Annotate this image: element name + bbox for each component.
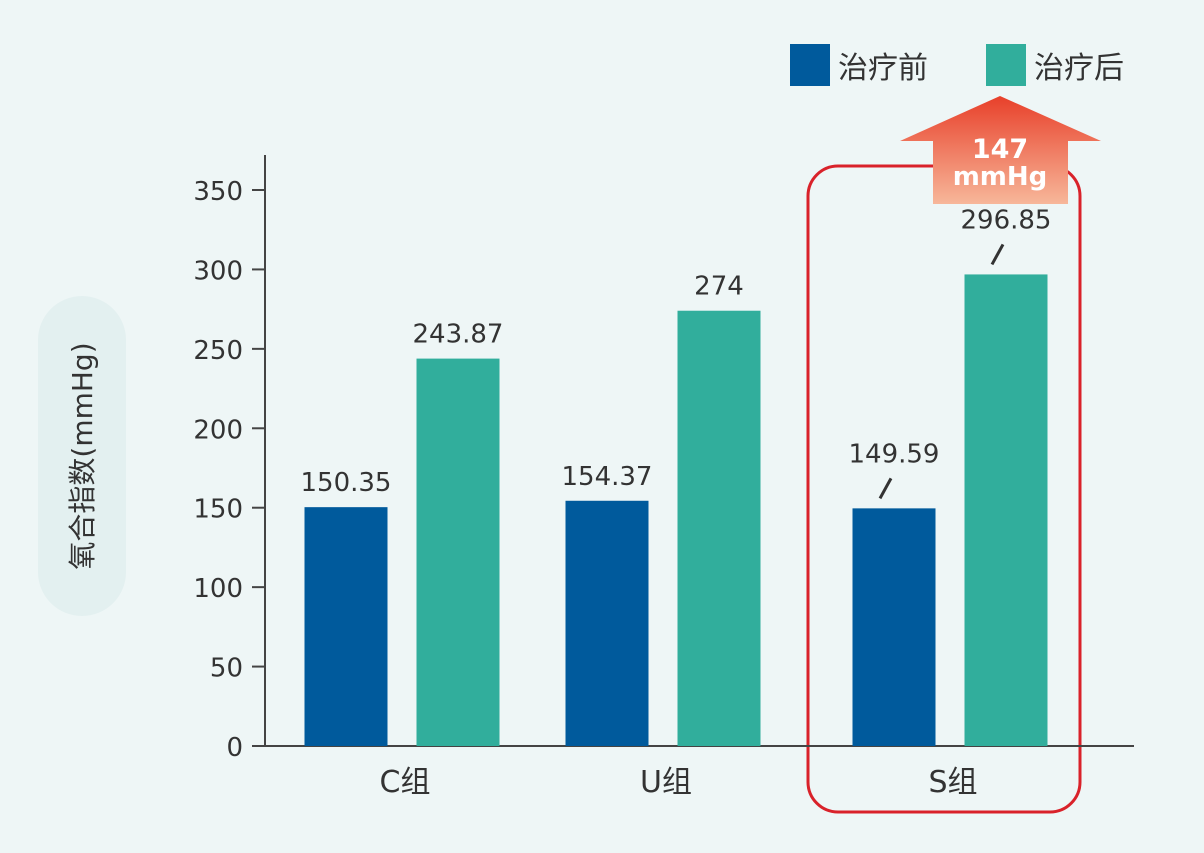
bar-after — [964, 274, 1048, 746]
bar-before — [852, 508, 936, 746]
y-tick-label: 100 — [193, 574, 243, 604]
bar-after — [677, 310, 761, 746]
arrow-annotation-value: 147 — [972, 134, 1028, 165]
data-label-leader — [878, 477, 893, 500]
y-tick-label: 0 — [226, 733, 243, 763]
data-label-leader — [990, 243, 1005, 266]
legend: 治疗前 治疗后 — [790, 44, 1124, 86]
y-axis-label-background — [38, 296, 126, 616]
y-tick-label: 250 — [193, 336, 243, 366]
y-axis-ticks: 0 50 100 150 200 250 300 350 — [193, 177, 265, 763]
legend-swatch-before — [790, 44, 830, 86]
bar-after — [416, 358, 500, 746]
data-labels: 150.35 243.87 154.37 274 149.59 296.85 — [301, 205, 1052, 500]
y-tick-label: 200 — [193, 415, 243, 445]
increase-arrow-shape — [900, 96, 1101, 204]
x-category-label: U组 — [640, 765, 692, 800]
legend-label-after: 治疗后 — [1034, 51, 1124, 86]
y-tick-label: 350 — [193, 177, 243, 207]
data-label: 296.85 — [961, 205, 1052, 235]
bar-before — [304, 507, 388, 746]
data-label: 150.35 — [301, 468, 392, 498]
arrow-annotation-unit: mmHg — [953, 162, 1048, 192]
y-tick-label: 300 — [193, 256, 243, 286]
x-axis-categories: C组 U组 S组 — [380, 765, 978, 800]
bars — [304, 274, 1048, 746]
data-label: 274 — [694, 272, 744, 302]
x-category-label: C组 — [380, 765, 431, 800]
x-category-label: S组 — [928, 765, 977, 800]
y-axis-label: 氧合指数(mmHg) — [66, 342, 99, 569]
data-label: 149.59 — [849, 439, 940, 469]
data-label: 154.37 — [562, 462, 653, 492]
y-tick-label: 50 — [210, 654, 243, 684]
y-tick-label: 150 — [193, 495, 243, 525]
increase-arrow: 147 mmHg — [900, 96, 1101, 204]
bar-before — [565, 500, 649, 746]
legend-swatch-after — [986, 44, 1026, 86]
data-label: 243.87 — [413, 320, 504, 350]
legend-label-before: 治疗前 — [838, 51, 928, 86]
